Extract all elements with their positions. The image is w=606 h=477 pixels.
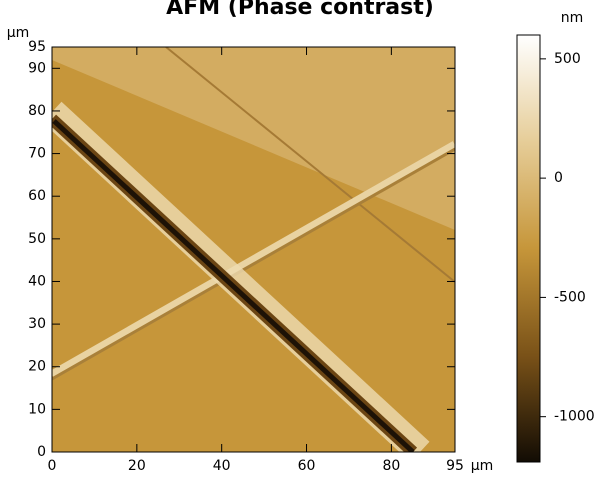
colorbar-tick-label: -500 bbox=[554, 289, 586, 305]
colorbar bbox=[517, 35, 540, 462]
x-tick-label: 80 bbox=[382, 458, 400, 474]
x-tick-label: 95 bbox=[446, 458, 464, 474]
y-tick-label: 20 bbox=[28, 359, 46, 375]
y-tick-label: 30 bbox=[28, 316, 46, 332]
x-axis-label: µm bbox=[471, 458, 494, 474]
x-tick-label: 20 bbox=[128, 458, 146, 474]
colorbar-label: nm bbox=[561, 10, 584, 26]
y-tick-label: 90 bbox=[28, 60, 46, 76]
chart-title: AFM (Phase contrast) bbox=[166, 0, 434, 20]
y-tick-label: 40 bbox=[28, 273, 46, 289]
y-axis-label: µm bbox=[7, 25, 30, 41]
y-tick-label: 80 bbox=[28, 103, 46, 119]
y-tick-label: 95 bbox=[28, 39, 46, 55]
colorbar-tick-label: 500 bbox=[554, 51, 581, 67]
y-tick-label: 70 bbox=[28, 146, 46, 162]
colorbar-tick-label: -1000 bbox=[554, 409, 595, 425]
x-tick-label: 0 bbox=[48, 458, 57, 474]
y-tick-label: 50 bbox=[28, 231, 46, 247]
chart: AFM (Phase contrast) µm µm nm 0 20 40 60 80 9… bbox=[0, 0, 606, 477]
afm-image bbox=[52, 47, 455, 452]
y-tick-label: 10 bbox=[28, 401, 46, 417]
colorbar-tick-label: 0 bbox=[554, 170, 563, 186]
x-tick-label: 40 bbox=[213, 458, 231, 474]
y-tick-label: 60 bbox=[28, 188, 46, 204]
x-tick-label: 60 bbox=[298, 458, 316, 474]
y-tick-label: 0 bbox=[37, 444, 46, 460]
